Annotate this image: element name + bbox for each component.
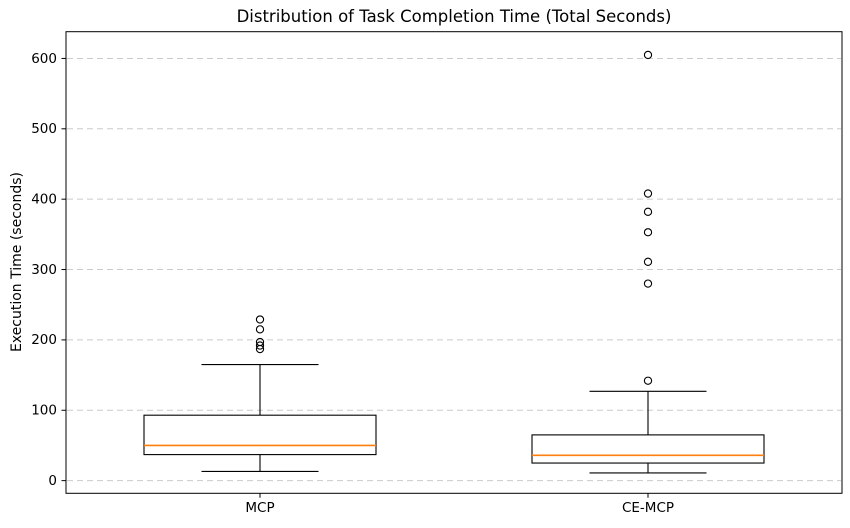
outlier-point [643, 279, 653, 288]
outlier-point [643, 376, 653, 385]
chart-title: Distribution of Task Completion Time (To… [236, 7, 672, 26]
outlier-point [255, 315, 265, 324]
outlier-point [255, 341, 265, 350]
y-tick-label: 500 [31, 121, 57, 137]
y-tick-label: 300 [31, 262, 57, 278]
x-tick-label: MCP [245, 500, 274, 516]
y-tick-label: 200 [31, 332, 57, 348]
y-tick-label: 600 [31, 51, 57, 67]
y-tick-label: 0 [48, 473, 57, 489]
y-tick-label: 400 [31, 191, 57, 207]
axes-spines [65, 31, 843, 494]
outlier-point [255, 325, 265, 334]
outlier-point [643, 228, 653, 237]
outlier-point [643, 257, 653, 266]
y-tick-label: 100 [31, 403, 57, 419]
outlier-point [643, 50, 653, 60]
outlier-point [255, 344, 265, 354]
outlier-point [643, 207, 653, 216]
x-tick-label: CE-MCP [622, 500, 674, 516]
outlier-point [643, 189, 653, 198]
iqr-box [143, 414, 377, 456]
iqr-box [531, 434, 765, 464]
